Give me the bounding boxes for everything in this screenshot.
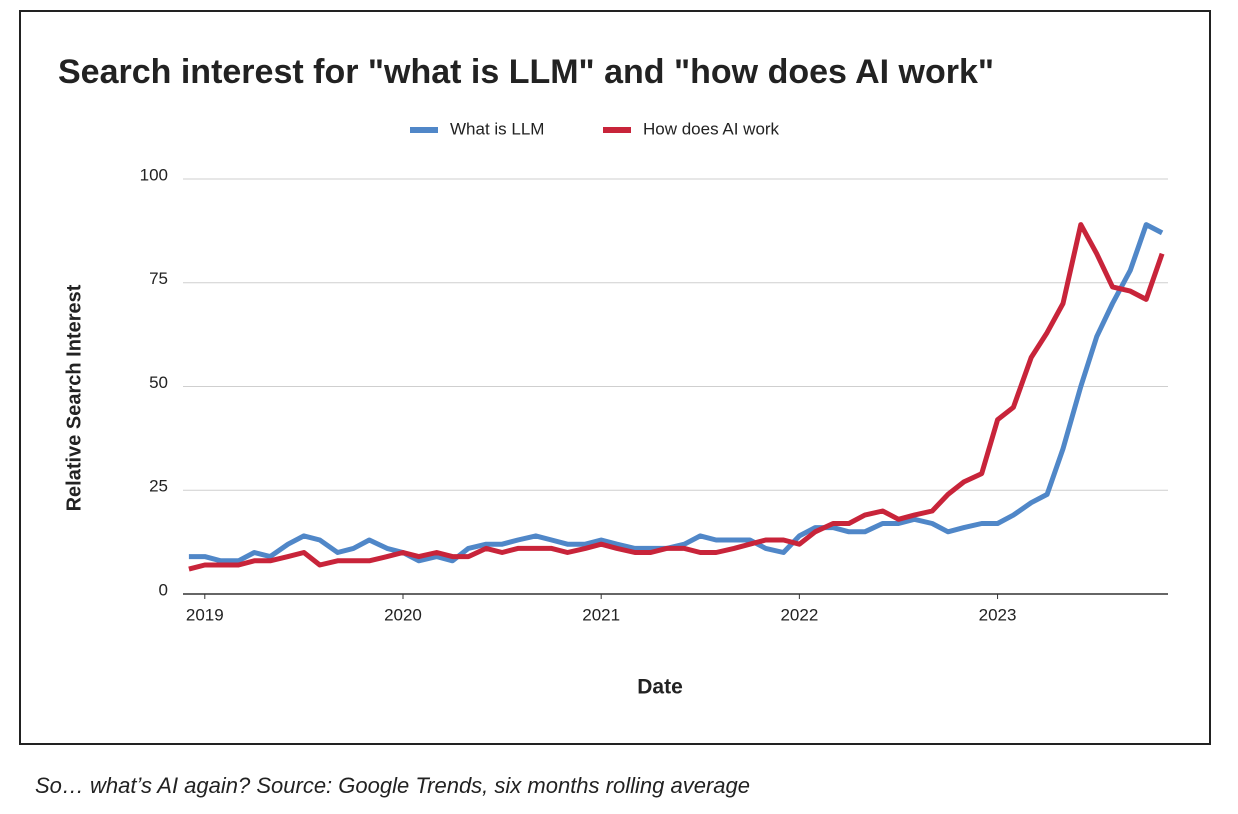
x-tick-label: 2019 (186, 605, 224, 624)
x-tick-label: 2022 (780, 605, 818, 624)
y-tick-label: 0 (159, 580, 168, 599)
x-tick-label: 2023 (979, 605, 1017, 624)
x-tick-label: 2021 (582, 605, 620, 624)
chart-frame (19, 10, 1211, 745)
chart-title: Search interest for "what is LLM" and "h… (58, 53, 994, 91)
y-tick-label: 75 (149, 269, 168, 288)
y-axis-label: Relative Search Interest (63, 284, 85, 511)
y-tick-label: 100 (140, 165, 168, 184)
x-axis-label: Date (637, 676, 683, 699)
series-line (188, 222, 1165, 572)
caption: So… what’s AI again? Source: Google Tren… (35, 773, 750, 798)
legend-label: What is LLM (450, 119, 544, 138)
y-tick-label: 25 (149, 477, 168, 496)
x-tick-label: 2020 (384, 605, 422, 624)
y-tick-label: 50 (149, 373, 168, 392)
legend-label: How does AI work (643, 119, 780, 138)
